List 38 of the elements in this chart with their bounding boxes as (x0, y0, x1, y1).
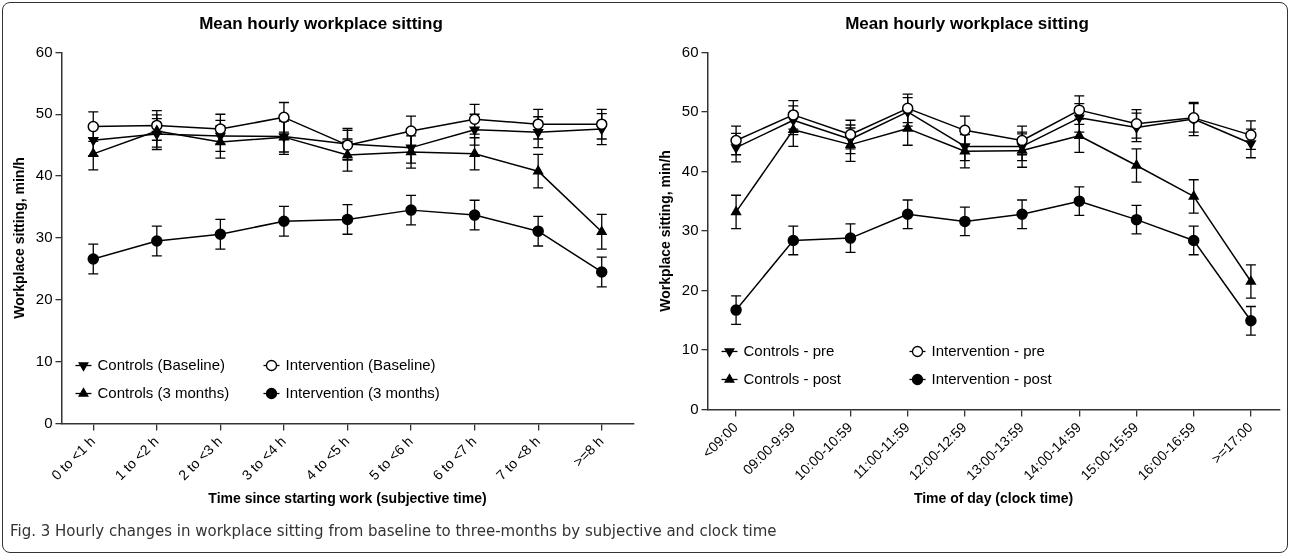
chart-title: Mean hourly workplace sitting (845, 13, 1089, 33)
legend-label: Controls (3 months) (97, 383, 230, 401)
caption: Fig. 3 Hourly changes in workplace sitting from baseline to three-months by subjective and clock time (10, 522, 777, 540)
legend-label: Intervention - pre (931, 341, 1045, 359)
y-axis-title: Workplace sitting, min/h (11, 157, 28, 319)
y-tick-label: 0 (44, 413, 53, 431)
x-tick-label: 4 to <5 h (302, 432, 353, 484)
y-tick-label: 0 (690, 399, 699, 417)
legend-label: Intervention - post (931, 369, 1053, 387)
y-tick-label: 10 (35, 351, 53, 369)
y-tick-label: 30 (35, 228, 53, 246)
y-tick-label: 50 (35, 104, 53, 122)
y-tick-label: 60 (35, 42, 53, 60)
x-tick-label: >=8 h (569, 432, 607, 470)
y-tick-label: 30 (681, 221, 699, 239)
x-tick-label: 6 to <7 h (429, 432, 480, 484)
x-tick-label: 2 to <3 h (175, 432, 226, 484)
x-axis-title: Time since starting work (subjective time) (208, 490, 487, 507)
x-tick-label: 0 to <1 h (47, 432, 99, 484)
x-tick-label: 1 to <2 h (111, 432, 162, 484)
legend-label: Controls - pre (743, 341, 835, 359)
y-tick-label: 10 (681, 340, 699, 358)
x-tick-label: 5 to <6 h (365, 432, 416, 484)
y-tick-label: 40 (35, 166, 53, 184)
x-axis-title: Time of day (clock time) (913, 490, 1074, 507)
y-axis-title: Workplace sitting, min/h (657, 150, 674, 312)
legend-label: Intervention (3 months) (285, 383, 440, 401)
x-tick-label: 3 to <4 h (238, 432, 289, 484)
y-tick-label: 50 (681, 102, 699, 120)
y-tick-label: 20 (35, 289, 53, 307)
y-tick-label: 20 (681, 280, 699, 298)
legend-label: Controls - post (743, 369, 842, 387)
y-tick-label: 40 (681, 161, 699, 179)
y-tick-label: 60 (681, 42, 699, 60)
x-tick-label: 7 to <8 h (492, 432, 544, 484)
legend-label: Controls (Baseline) (97, 355, 226, 373)
legend-label: Intervention (Baseline) (285, 355, 436, 373)
chart-title: Mean hourly workplace sitting (199, 13, 443, 33)
